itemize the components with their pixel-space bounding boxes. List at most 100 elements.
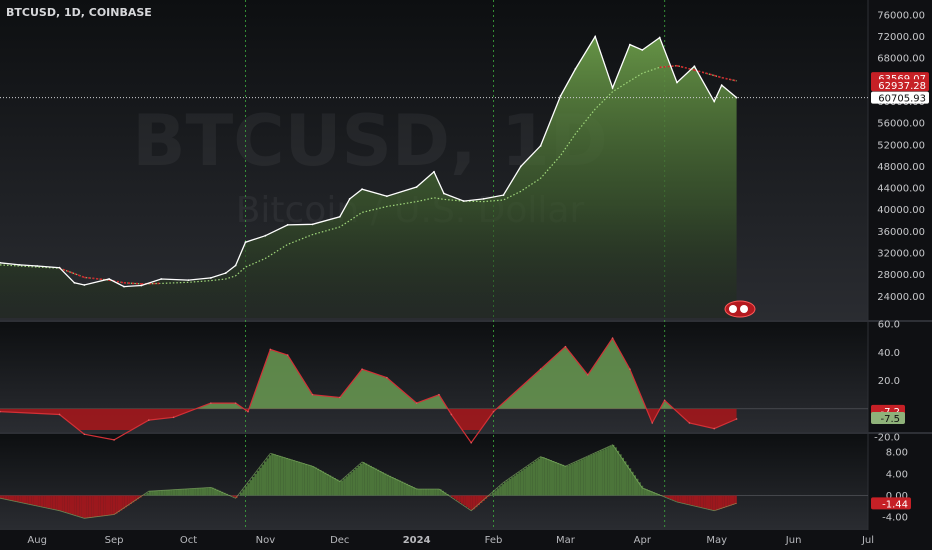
hist-bar: [525, 467, 528, 496]
price-point: [713, 100, 716, 103]
hist-bar: [453, 495, 456, 499]
hist-bar: [480, 495, 483, 504]
hist-bar: [16, 495, 20, 502]
hist-bar: [120, 495, 123, 511]
hist-bar: [324, 472, 327, 496]
hist-bar: [506, 480, 509, 496]
x-tick-label: Dec: [330, 535, 349, 546]
hist-bar: [607, 447, 610, 496]
hist-bar: [321, 471, 324, 496]
hist-bar: [280, 456, 284, 496]
osc-point: [492, 410, 495, 413]
y-tick-label: 40.0: [878, 348, 900, 359]
ma-down-segment: [74, 272, 85, 279]
price-point: [641, 49, 644, 51]
y-tick-label: 8.00: [886, 448, 908, 459]
osc-point: [210, 402, 212, 404]
price-point: [539, 144, 542, 147]
price-point: [361, 188, 363, 191]
hist-bar: [146, 492, 149, 496]
price-point: [244, 241, 247, 244]
hist-bar: [405, 483, 408, 496]
hist-bar: [720, 495, 723, 509]
hist-bar: [103, 495, 106, 516]
y-tick-label: 28000.00: [877, 270, 925, 281]
hist-bar: [105, 495, 108, 516]
hist-bar: [208, 487, 212, 496]
hist-bar: [12, 495, 15, 501]
price-point: [611, 87, 614, 89]
y-tick-label: 48000.00: [877, 162, 925, 173]
hist-bar: [468, 495, 471, 509]
hist-bar: [410, 486, 413, 496]
hist-bar: [520, 470, 524, 496]
hist-bar: [177, 489, 180, 496]
hist-bar: [129, 495, 132, 505]
hist-bar: [21, 495, 24, 503]
hist-bar: [300, 462, 303, 496]
hist-bar: [24, 495, 27, 504]
hist-bar: [331, 476, 334, 496]
x-tick-label: May: [706, 535, 727, 546]
hist-bar: [352, 470, 356, 496]
badge-dot-icon: [740, 305, 748, 313]
ma-down-segment: [108, 279, 125, 284]
hist-bar: [242, 489, 245, 496]
price-point: [264, 234, 267, 237]
hist-bar: [134, 495, 137, 501]
hist-bar: [64, 495, 68, 513]
hist-bar: [199, 488, 202, 496]
hist-bar: [81, 495, 84, 518]
hist-bar: [302, 463, 305, 496]
hist-bar: [170, 489, 173, 496]
hist-bar: [276, 455, 279, 496]
hist-bar: [350, 472, 353, 496]
hist-bar: [110, 495, 113, 515]
hist-bar: [511, 477, 514, 496]
hist-bar: [388, 475, 392, 496]
price-point: [693, 65, 696, 68]
hist-bar: [367, 464, 370, 496]
osc-point: [269, 348, 272, 351]
hist-bar: [254, 473, 257, 496]
hist-bar: [496, 488, 500, 496]
hist-bar: [664, 495, 668, 498]
hist-bar: [549, 460, 552, 496]
hist-bar: [312, 466, 315, 496]
hist-bar: [266, 458, 269, 496]
osc-point: [470, 441, 473, 444]
x-tick-label: Jun: [785, 535, 802, 546]
hist-bar: [4, 495, 8, 500]
price-point: [482, 197, 485, 200]
hist-bar: [316, 468, 320, 496]
hist-bar: [470, 495, 473, 511]
hist-bar: [256, 470, 260, 496]
hist-bar: [96, 495, 99, 517]
hist-bar: [722, 495, 725, 509]
price-point: [140, 284, 143, 287]
hist-bar: [343, 478, 346, 496]
scroll-badge[interactable]: [724, 300, 756, 318]
hist-bar: [141, 495, 144, 497]
ma-down-segment: [694, 69, 715, 77]
hist-bar: [669, 495, 672, 500]
hist-bar: [384, 473, 387, 496]
hist-bar: [612, 444, 615, 496]
hist-bar: [662, 495, 665, 497]
hist-bar: [403, 482, 406, 496]
osc-value-label: -7.5: [880, 414, 900, 425]
hist-bar: [122, 495, 125, 509]
price-pane: [0, 34, 868, 318]
hist-bar: [693, 495, 696, 506]
osc-point: [247, 410, 249, 413]
hist-bar: [252, 477, 255, 496]
ma-down-segment: [714, 74, 722, 79]
osc-point: [234, 402, 237, 404]
hist-bar: [220, 491, 224, 496]
y-tick-label: 0.00: [886, 491, 908, 502]
price-point: [234, 264, 237, 267]
price-point: [676, 81, 678, 84]
osc-point: [386, 376, 388, 379]
hist-bar: [283, 457, 286, 496]
x-tick-label: Oct: [180, 535, 197, 546]
